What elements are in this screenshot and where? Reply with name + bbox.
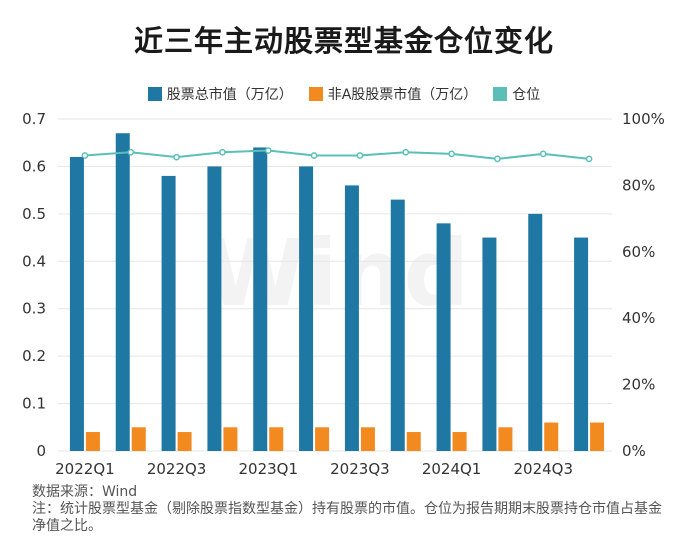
y-left-tick-label: 0.1 [22, 395, 46, 413]
legend-item-position: 仓位 [493, 84, 540, 104]
bar-stock-value [344, 185, 359, 451]
point-position [494, 155, 501, 163]
point-position [402, 148, 410, 156]
x-tick-label: 2024Q3 [513, 460, 573, 478]
point-position [173, 153, 180, 161]
chart-notes: 数据来源：Wind 注：统计股票型基金（剔除股票指数型基金）持有股票的市值。仓位… [32, 484, 672, 535]
point-position [539, 150, 547, 158]
legend-swatch-non-a-value [308, 87, 323, 101]
bar-stock-value [161, 175, 176, 451]
legend-item-stock-value: 股票总市值（万亿） [147, 84, 293, 104]
bar-non-a-value [85, 432, 100, 451]
y-left-tick-label: 0.3 [22, 300, 46, 318]
bar-non-a-value [590, 422, 605, 451]
legend-label-non-a-value: 非A股股票市值（万亿） [327, 87, 478, 103]
x-tick-label: 2023Q1 [238, 460, 298, 478]
x-tick-label: 2023Q3 [330, 460, 390, 478]
y-right-tick-label: 40% [622, 309, 655, 327]
y-right-tick-label: 100% [622, 110, 665, 128]
bar-non-a-value [452, 432, 467, 451]
chart-legend: 股票总市值（万亿） 非A股股票市值（万亿） 仓位 [0, 84, 688, 104]
legend-swatch-stock-value [147, 87, 162, 101]
y-right-tick-label: 80% [622, 176, 655, 194]
footnote: 注：统计股票型基金（剔除股票指数型基金）持有股票的市值。仓位为报告期期末股票持仓… [32, 501, 662, 534]
y-right-tick-label: 60% [622, 243, 655, 261]
y-left-tick-label: 0.4 [22, 252, 46, 270]
bar-non-a-value [177, 432, 192, 451]
y-left-tick-label: 0.7 [22, 110, 46, 128]
bar-stock-value [207, 166, 222, 451]
y-left-tick-label: 0.2 [22, 347, 46, 365]
bar-non-a-value [544, 422, 559, 451]
bar-non-a-value [269, 427, 284, 451]
bar-stock-value [299, 166, 314, 451]
bar-stock-value [115, 133, 130, 451]
point-position [264, 147, 272, 154]
bar-stock-value [253, 147, 268, 451]
bar-non-a-value [131, 427, 146, 451]
point-position [81, 152, 89, 159]
watermark-text: Wind [205, 220, 469, 327]
bar-stock-value [390, 199, 405, 451]
point-position [127, 148, 135, 156]
y-left-tick-label: 0.5 [22, 205, 46, 223]
x-tick-label: 2022Q3 [147, 460, 207, 478]
bar-stock-value [436, 223, 451, 451]
line-position [84, 149, 590, 160]
y-right-tick-label: 0% [622, 442, 646, 460]
bar-non-a-value [315, 427, 330, 451]
bar-stock-value [574, 237, 589, 451]
x-tick-label: 2022Q1 [55, 460, 115, 478]
x-tick-label: 2024Q1 [422, 460, 482, 478]
point-position [356, 152, 364, 159]
point-position [448, 150, 455, 158]
legend-label-stock-value: 股票总市值（万亿） [166, 87, 293, 103]
bar-non-a-value [498, 427, 513, 451]
source-note: 数据来源：Wind [32, 484, 138, 500]
point-position [219, 148, 226, 156]
legend-item-non-a-value: 非A股股票市值（万亿） [308, 84, 478, 104]
bar-stock-value [482, 237, 497, 451]
point-position [585, 155, 593, 163]
bar-stock-value [528, 213, 543, 451]
legend-swatch-position [493, 87, 508, 101]
legend-label-position: 仓位 [512, 87, 541, 103]
y-left-tick-label: 0 [36, 442, 46, 460]
y-right-tick-label: 20% [622, 376, 655, 394]
y-left-tick-label: 0.6 [22, 157, 46, 175]
bar-stock-value [69, 156, 84, 451]
bar-non-a-value [406, 432, 421, 451]
bar-non-a-value [360, 427, 375, 451]
bar-non-a-value [223, 427, 238, 451]
point-position [310, 152, 318, 159]
chart-title: 近三年主动股票型基金仓位变化 [133, 24, 554, 58]
